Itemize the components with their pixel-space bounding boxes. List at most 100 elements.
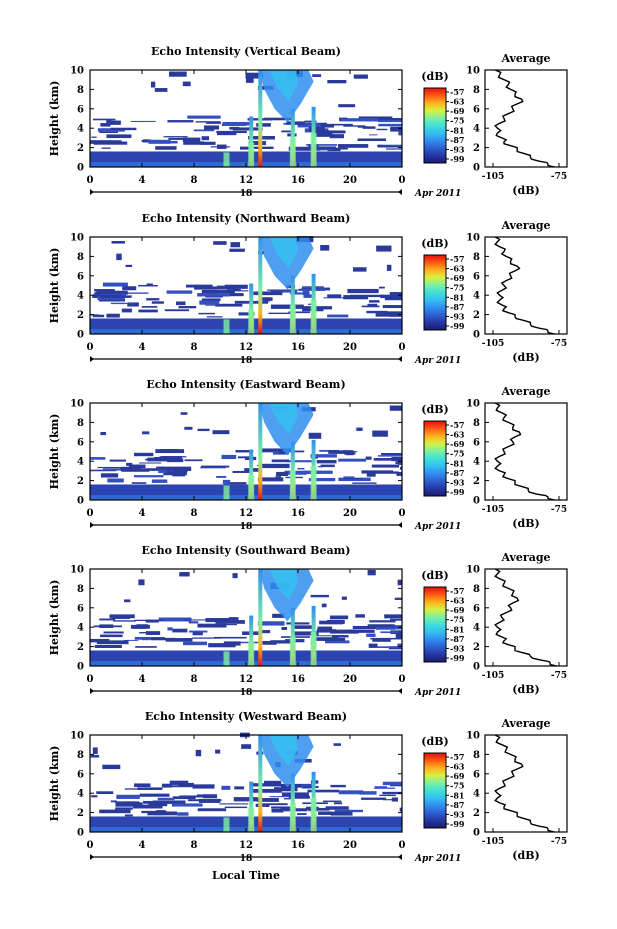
echo-hotspot	[223, 817, 230, 832]
x-tick-label: 20	[343, 175, 357, 186]
date-bar-end	[398, 189, 402, 195]
echo-cell	[347, 629, 375, 633]
echo-cell	[374, 786, 388, 789]
echo-shaft	[258, 70, 263, 167]
echo-cell	[327, 314, 349, 318]
echo-shaft	[249, 116, 254, 167]
echo-cell	[123, 639, 139, 641]
day-label: 18	[240, 189, 253, 199]
echo-cell	[257, 621, 285, 626]
echo-hotspot	[289, 304, 296, 334]
echo-cell	[187, 799, 222, 802]
echo-cell	[229, 248, 245, 252]
y-tick-label: 8	[77, 252, 84, 263]
echo-cell	[138, 579, 145, 586]
echo-hotspot	[289, 137, 296, 167]
colorbar-tick-label: -75	[450, 449, 464, 459]
colorbar-tick-label: -99	[450, 819, 465, 829]
echo-cell	[131, 482, 147, 484]
echo-cell	[116, 794, 140, 799]
echo-cell	[344, 478, 363, 480]
echo-cell	[147, 811, 178, 816]
echo-cell	[197, 623, 227, 628]
echo-cell	[338, 104, 356, 108]
echo-cell	[281, 792, 309, 797]
echo-cell	[167, 120, 194, 123]
echo-cell	[248, 141, 266, 146]
profile-frame	[484, 69, 568, 168]
echo-cell	[90, 457, 106, 460]
echo-cell	[333, 743, 342, 746]
date-bar-end	[398, 522, 402, 528]
x-tick-label: 0	[399, 674, 406, 685]
x-tick-label: 4	[139, 840, 146, 851]
x-tick-label: 8	[191, 840, 198, 851]
colorbar-tick-label: -93	[450, 311, 465, 321]
y-tick-label: 6	[77, 437, 84, 448]
echo-cell	[200, 467, 226, 469]
echo-cell	[334, 809, 363, 813]
echo-cell	[355, 614, 365, 618]
x-tick-label: 0	[87, 674, 94, 685]
echo-cell	[184, 426, 193, 430]
y-tick-label: 4	[77, 291, 84, 302]
echo-cell	[317, 466, 323, 468]
echo-cell	[93, 141, 128, 145]
echo-cell	[106, 134, 132, 139]
profile-x-tick-label: -105	[482, 671, 505, 681]
echo-cell	[328, 450, 349, 454]
echo-cell	[347, 288, 379, 294]
echo-cell	[297, 813, 307, 815]
echo-cell	[109, 459, 127, 462]
y-tick-label: 6	[77, 271, 84, 282]
echo-cell	[384, 614, 402, 619]
echo-cell	[120, 466, 142, 472]
x-tick-label: 16	[291, 840, 305, 851]
echo-cell	[165, 638, 193, 642]
profile-title: Average	[500, 717, 550, 730]
x-tick-label: 20	[343, 342, 357, 353]
echo-cell	[238, 312, 255, 316]
echo-cell	[107, 478, 124, 483]
echo-cell	[312, 149, 333, 151]
echo-cell	[171, 803, 203, 807]
x-tick-label: 16	[291, 674, 305, 685]
echo-hotspot	[310, 632, 317, 666]
echo-cell	[377, 144, 383, 148]
y-tick-label: 4	[77, 457, 84, 468]
colorbar-tick-label: -81	[450, 292, 464, 302]
echo-cell	[352, 267, 367, 272]
echo-cell	[341, 596, 347, 600]
echo-cell	[308, 127, 325, 132]
echo-cell	[99, 131, 118, 134]
profile-y-tick-label: 0	[473, 828, 480, 839]
echo-cell	[293, 631, 319, 636]
echo-cell	[369, 134, 378, 136]
echo-cell	[121, 308, 132, 313]
echo-cell	[178, 782, 194, 787]
echo-cell	[262, 630, 271, 634]
profile-y-tick-label: 6	[473, 603, 480, 614]
echo-cell	[132, 804, 163, 809]
echo-cell	[251, 788, 282, 793]
colorbar-tick-label: -93	[450, 643, 465, 653]
echo-cell	[376, 245, 392, 252]
echo-cell	[245, 72, 263, 79]
colorbar-tick-label: -87	[450, 468, 464, 478]
echo-shaft	[249, 449, 254, 500]
echo-cell	[377, 455, 402, 457]
echo-cell	[367, 569, 376, 576]
profile-y-tick-label: 10	[466, 233, 480, 244]
echo-cell	[319, 125, 335, 128]
echo-cell	[282, 289, 300, 291]
y-tick-label: 6	[77, 769, 84, 780]
echo-cell	[280, 806, 296, 811]
echo-cell	[386, 264, 392, 271]
echo-cell	[369, 300, 380, 303]
y-tick-label: 2	[77, 642, 84, 653]
echo-cell	[94, 644, 122, 648]
echo-cell	[257, 464, 276, 466]
echo-cell	[330, 784, 346, 788]
echo-cell	[389, 292, 402, 295]
